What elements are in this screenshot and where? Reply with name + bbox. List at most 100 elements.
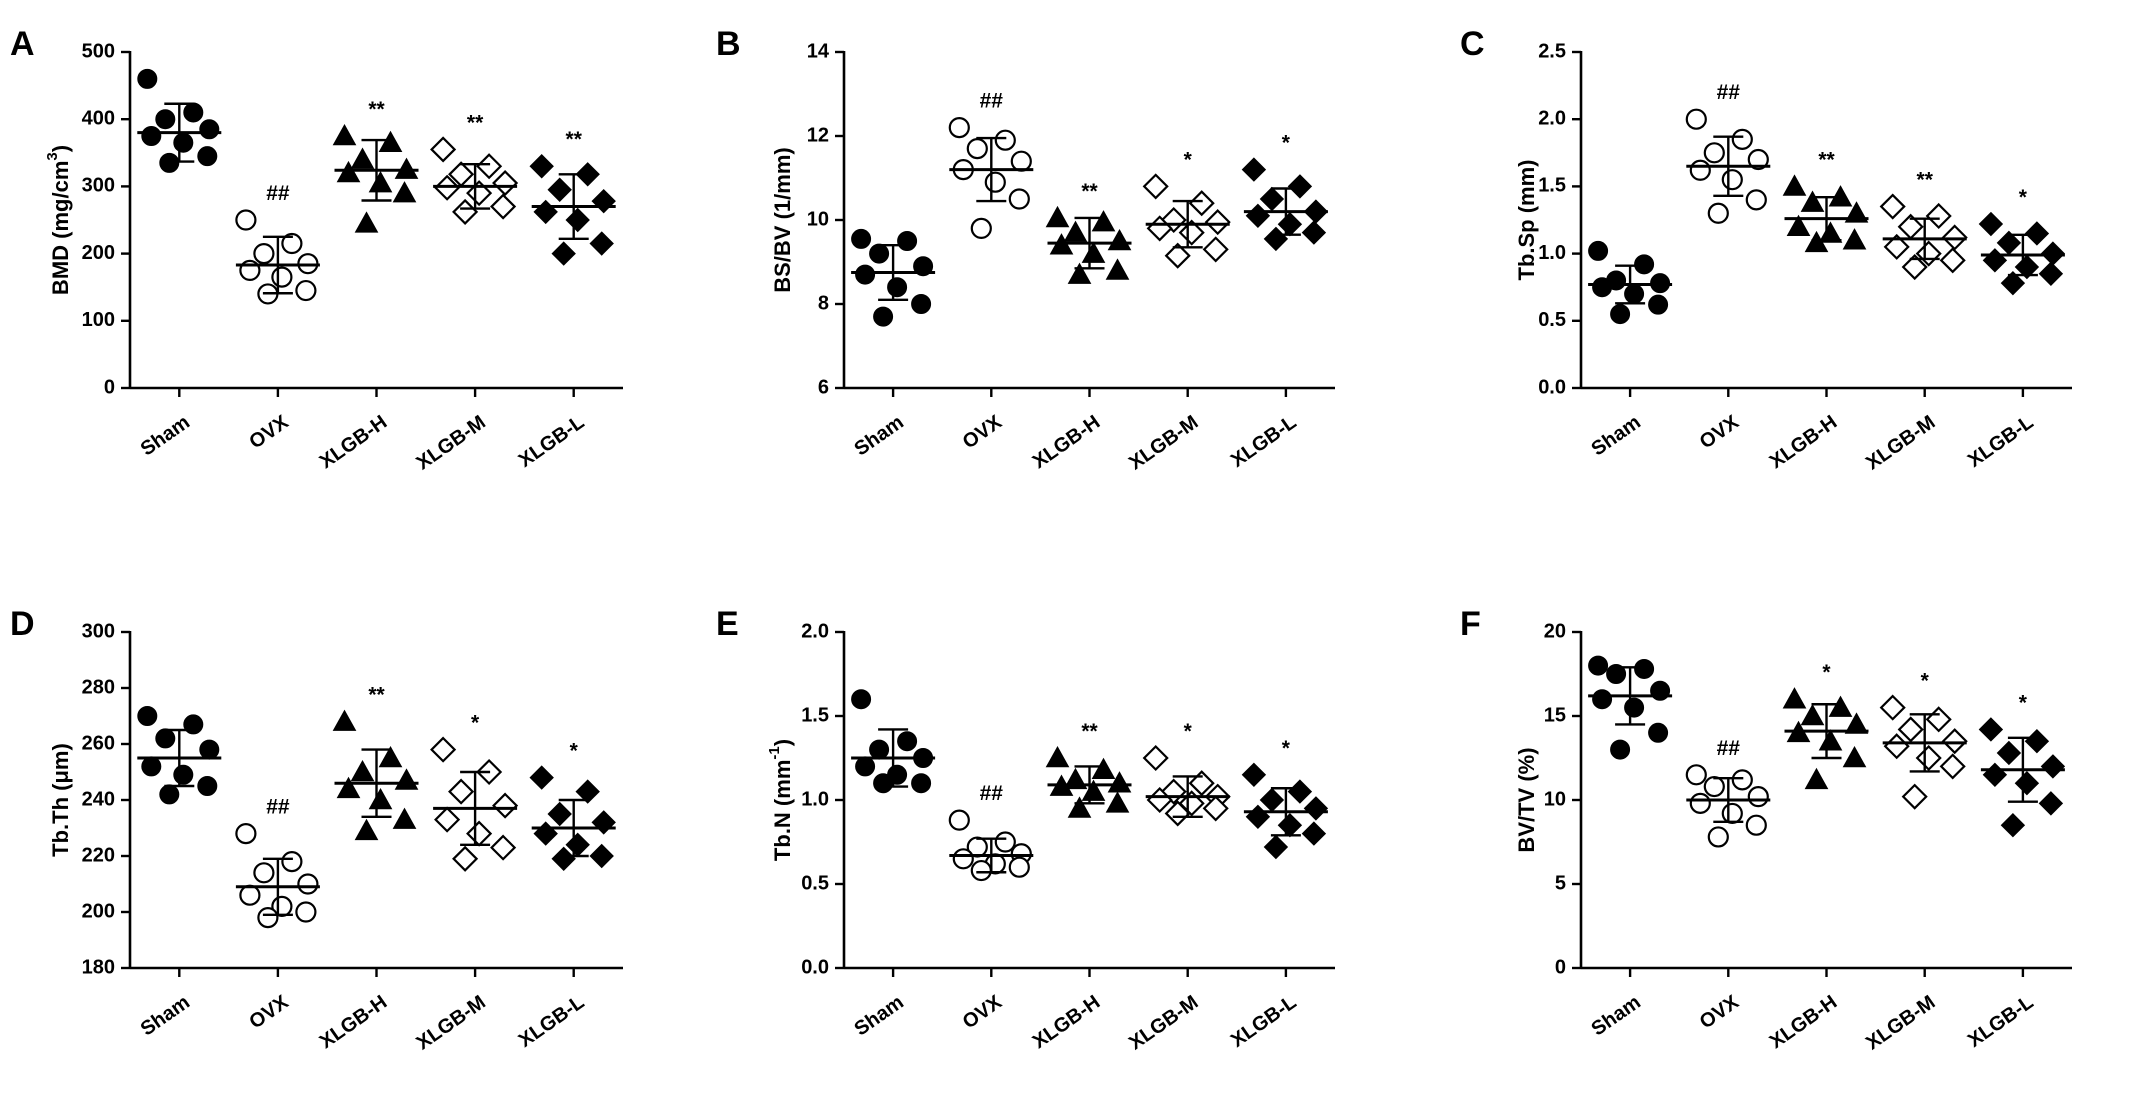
data-point <box>897 731 918 752</box>
y-tick-label: 1.5 <box>801 704 829 726</box>
data-point <box>2000 270 2026 296</box>
y-axis-label: Tb.N (mm-1) <box>766 739 795 861</box>
data-point <box>159 784 180 805</box>
data-point <box>1063 220 1088 242</box>
data-point <box>466 820 493 847</box>
y-axis-label-text: Tb.Sp (mm) <box>1514 160 1539 281</box>
panel-label: C <box>1460 25 1485 63</box>
y-axis-label-text: BMD (mg/cm <box>48 161 73 295</box>
data-point <box>551 241 576 266</box>
data-point <box>1978 211 2004 237</box>
data-point <box>1245 203 1271 229</box>
data-point <box>533 199 558 225</box>
x-tick-label: XLGB-L <box>515 411 589 472</box>
data-point <box>1939 247 1966 274</box>
data-point <box>1105 258 1130 280</box>
y-tick-label: 6 <box>818 376 829 398</box>
data-point <box>368 171 393 193</box>
data-point <box>1610 739 1631 760</box>
data-point <box>1915 744 1942 772</box>
data-point <box>1883 233 1910 260</box>
data-point <box>1067 262 1092 284</box>
data-point <box>392 181 417 203</box>
data-point <box>1879 694 1906 721</box>
data-point <box>1648 722 1669 743</box>
data-point <box>1105 791 1130 813</box>
data-point <box>1188 190 1215 217</box>
data-point <box>1897 716 1924 743</box>
data-point <box>855 264 876 285</box>
data-point <box>873 773 894 794</box>
data-point <box>1263 834 1289 860</box>
y-tick-label: 180 <box>82 956 115 978</box>
y-tick-label: 0 <box>104 376 115 398</box>
significance-annotation: * <box>1282 132 1291 155</box>
data-point <box>239 884 261 906</box>
significance-annotation: ** <box>1818 148 1835 171</box>
group-xlgb-l: XLGB-L * <box>515 740 616 1052</box>
data-point <box>913 256 934 277</box>
data-point <box>1008 856 1030 878</box>
data-point <box>575 779 600 804</box>
panel-label: F <box>1460 605 1481 643</box>
group-xlgb-m: XLGB-M ** <box>413 111 519 474</box>
data-point <box>1648 294 1669 315</box>
data-point <box>1721 802 1743 825</box>
x-tick-label: Sham <box>1588 991 1645 1040</box>
y-tick-label: 220 <box>82 844 115 866</box>
data-point <box>155 109 176 130</box>
data-point <box>1164 800 1191 827</box>
data-point <box>1142 173 1169 200</box>
data-point <box>1844 712 1869 734</box>
data-point <box>235 209 257 231</box>
group-xlgb-h: XLGB-H * <box>1766 661 1869 1053</box>
group-ovx: OVX ## <box>1685 737 1771 1033</box>
data-point <box>392 807 417 829</box>
data-point <box>1008 188 1030 210</box>
data-point <box>529 154 554 179</box>
data-point <box>970 859 992 882</box>
data-point <box>1241 157 1267 182</box>
data-point <box>1287 174 1313 199</box>
data-point <box>952 848 974 870</box>
data-point <box>1277 211 1303 237</box>
data-point <box>1245 804 1271 830</box>
y-tick-label: 12 <box>807 124 829 146</box>
y-axis-label: Tb.Th (μm) <box>48 743 73 857</box>
significance-annotation: ** <box>1081 720 1098 743</box>
group-sham: Sham <box>1588 655 1673 1040</box>
data-point <box>1747 786 1769 808</box>
data-point <box>378 130 403 153</box>
data-point <box>887 277 908 298</box>
data-point <box>1107 771 1132 793</box>
data-point <box>1142 744 1169 772</box>
data-point <box>452 845 479 872</box>
significance-annotation: * <box>2019 691 2028 714</box>
data-point <box>490 193 517 220</box>
group-sham: Sham <box>1588 240 1673 460</box>
data-point <box>1941 728 1968 755</box>
panel-a: A 0 100 200 300 400 500 BMD (mg/cm3) Sham OVX ## XL… <box>10 25 623 474</box>
data-point <box>1703 142 1725 164</box>
significance-annotation: * <box>471 712 480 735</box>
data-point <box>1745 814 1767 836</box>
data-point <box>1202 236 1229 263</box>
data-point <box>2040 754 2066 779</box>
data-point <box>1879 193 1906 220</box>
y-tick-label: 20 <box>1544 620 1566 642</box>
y-axis-label-text: BV/TV (%) <box>1514 747 1539 852</box>
data-point <box>137 706 158 726</box>
x-tick-label: XLGB-L <box>1227 411 1301 472</box>
data-point <box>1939 753 1966 780</box>
data-point <box>336 776 361 799</box>
data-point <box>368 787 393 810</box>
data-point <box>1634 254 1655 275</box>
data-point <box>199 739 220 760</box>
data-point <box>452 198 479 225</box>
data-point <box>173 764 194 785</box>
group-ovx: OVX ## <box>1685 81 1771 453</box>
panel-c: C 0.0 0.5 1.0 1.5 2.0 2.5 Tb.Sp (mm) Sham OVX ## XL… <box>1460 25 2072 474</box>
